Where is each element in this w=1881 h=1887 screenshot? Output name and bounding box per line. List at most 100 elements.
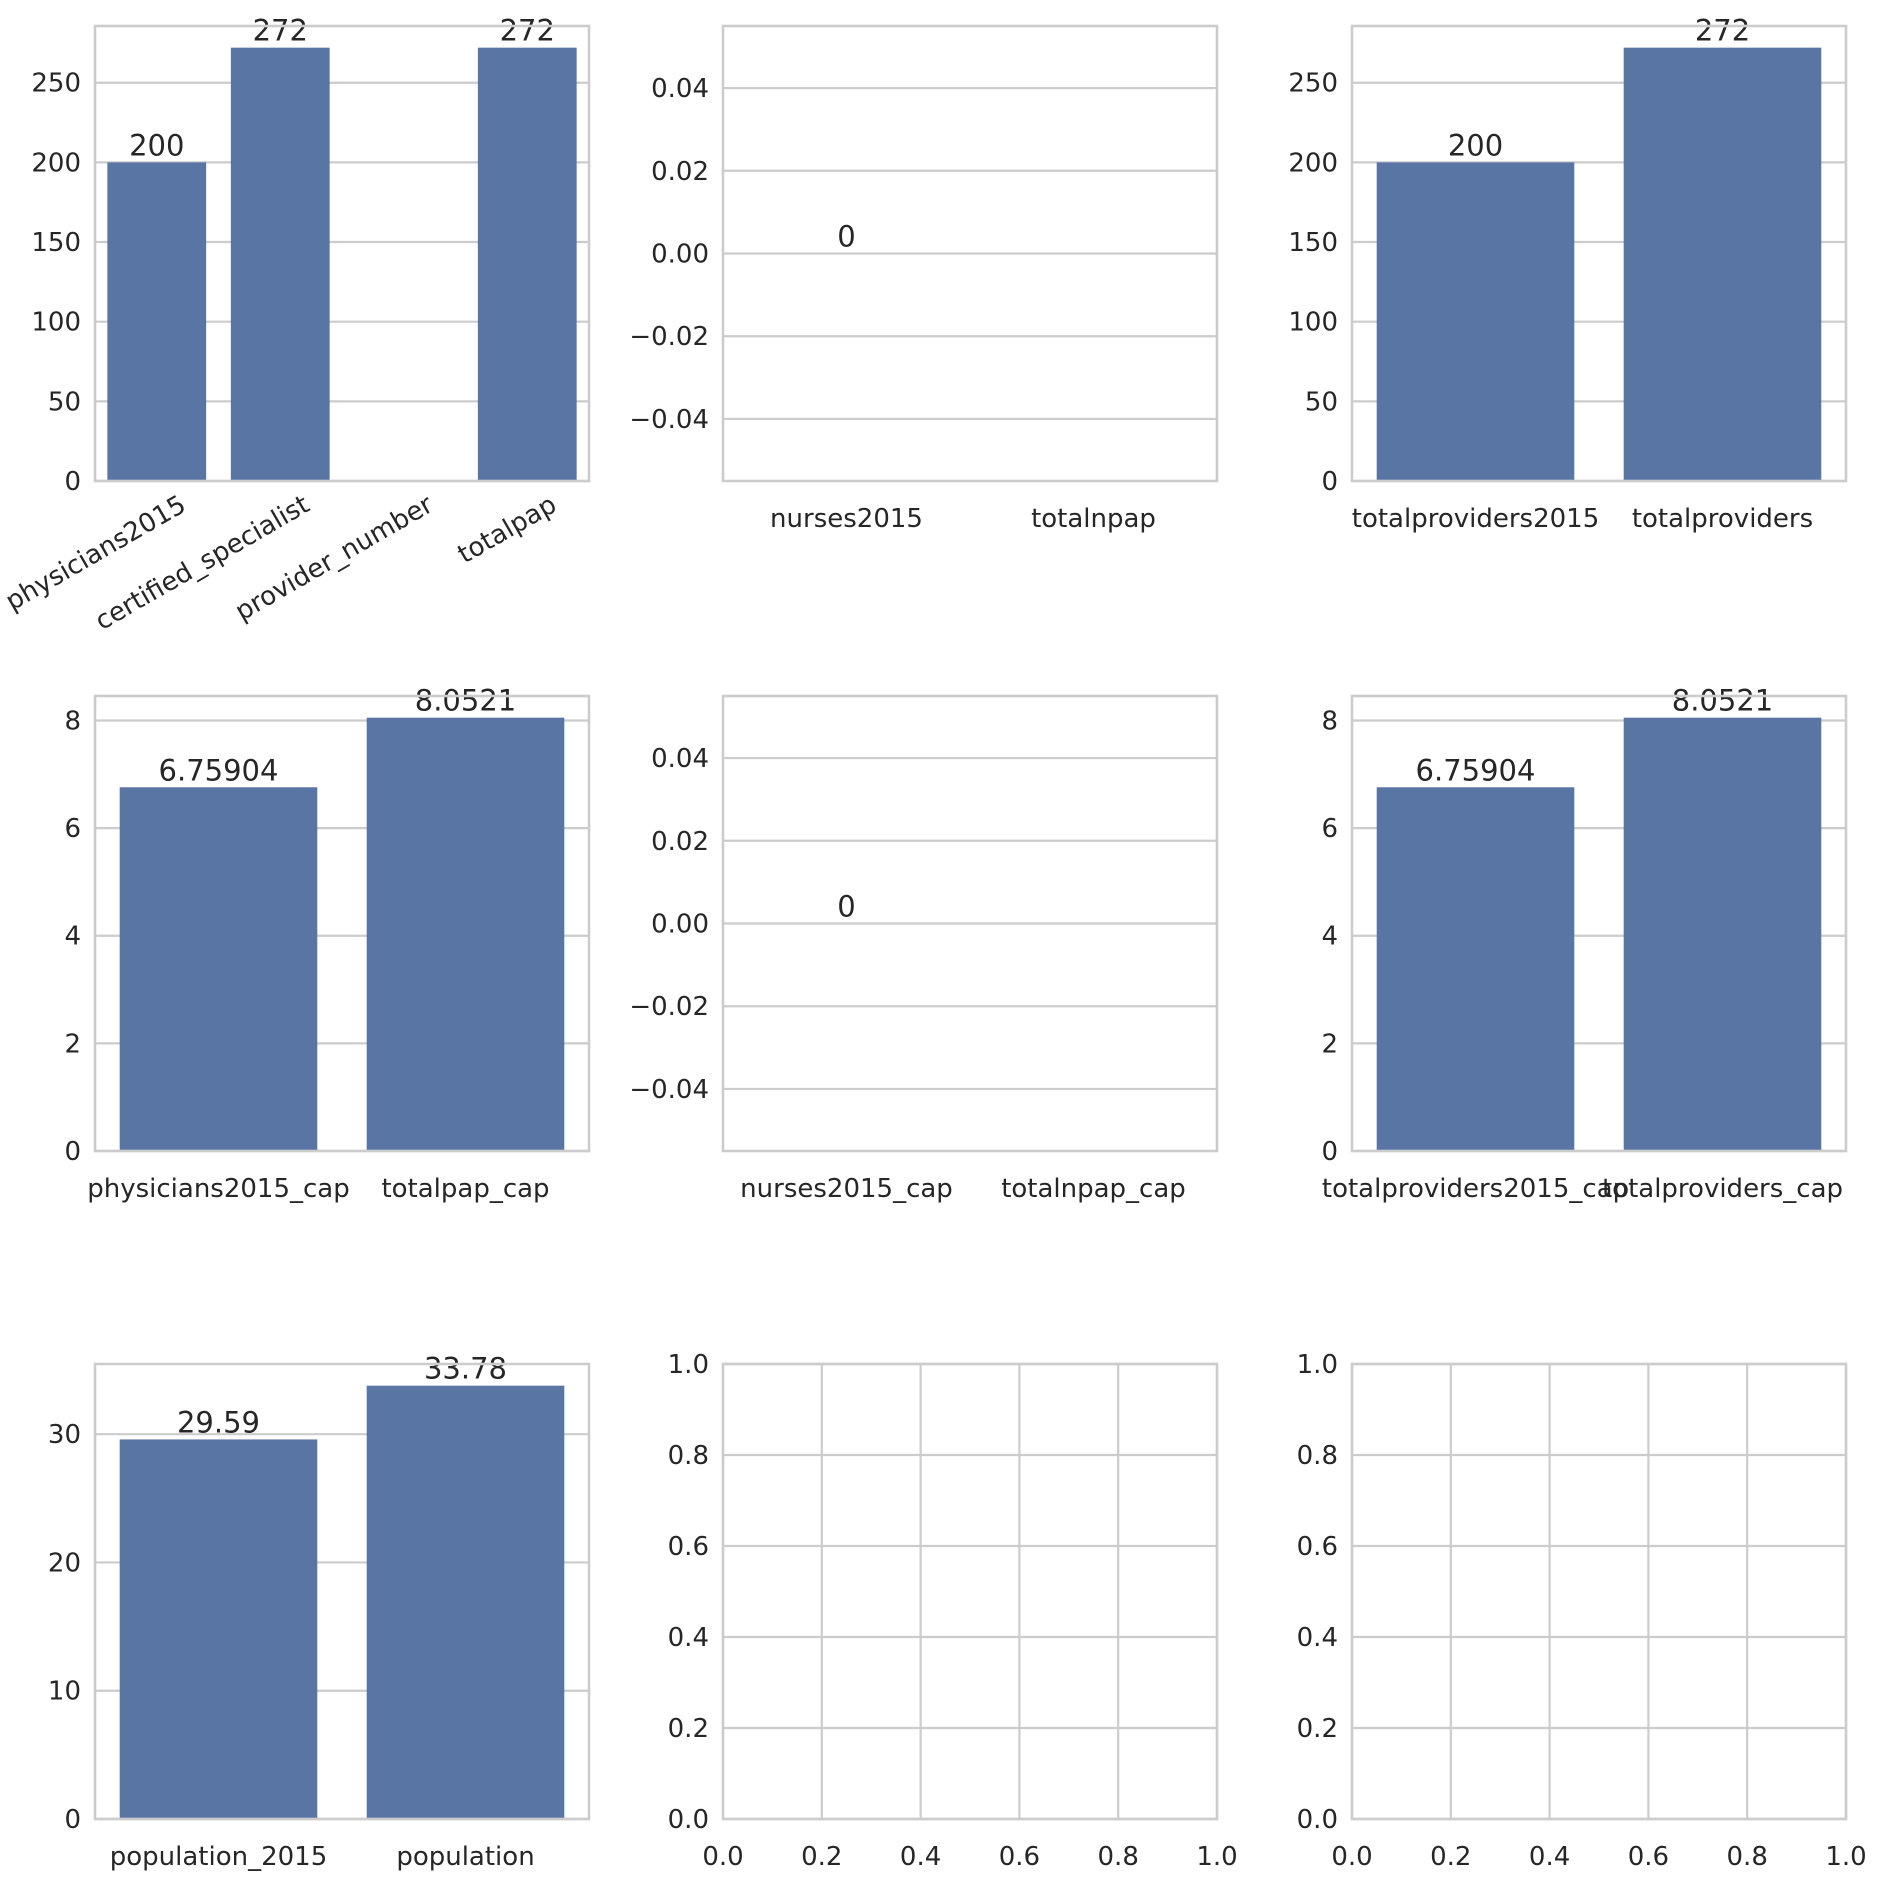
chart-3-ytick-label: 150 <box>1288 228 1338 258</box>
chart-5-data-label: 0 <box>837 890 855 924</box>
chart-9-xtick-label: 0.0 <box>1331 1842 1372 1872</box>
chart-4: 0 2 4 6 8 6.75904 physicians2015_cap 8.0521 tota… <box>64 684 591 1204</box>
chart-9-xtick-label: 1.0 <box>1825 1842 1866 1872</box>
chart-3-ytick-label: 0 <box>1321 467 1338 497</box>
chart-3-ytick-label: 250 <box>1288 69 1338 99</box>
chart-1-ytick-label: 100 <box>31 308 81 338</box>
chart-2-data-label: 0 <box>837 220 855 254</box>
chart-8-ytick-label: 0.4 <box>668 1623 709 1653</box>
chart-1-ytick-label: 150 <box>31 228 81 258</box>
chart-2-ytick-label: 0.00 <box>651 240 709 270</box>
chart-4-ytick-label: 0 <box>64 1137 81 1167</box>
chart-8-xtick-label: 0.4 <box>900 1842 941 1872</box>
chart-6-ytick-label: 4 <box>1321 922 1338 952</box>
chart-4-bar-totalpap_cap <box>366 717 565 1151</box>
chart-5-ytick-label: −0.02 <box>629 992 709 1022</box>
chart-6-ytick-label: 8 <box>1321 706 1338 736</box>
chart-3-xtick-label: totalproviders <box>1632 504 1813 534</box>
chart-8-xtick-label: 0.8 <box>1098 1842 1139 1872</box>
chart-3-frame <box>1350 24 1848 483</box>
chart-6-bar-totalproviders_cap <box>1623 717 1822 1151</box>
chart-5-ytick-label: −0.04 <box>629 1075 709 1105</box>
chart-7-ytick-label: 30 <box>48 1420 81 1450</box>
chart-6-data-label: 8.0521 <box>1672 684 1773 718</box>
chart-1-xtick-label: totalpap <box>453 490 562 570</box>
chart-3-bar-totalproviders2015 <box>1376 162 1575 481</box>
chart-8-xtick-label: 0.0 <box>702 1842 743 1872</box>
chart-2-ytick-label: −0.04 <box>629 405 709 435</box>
chart-6-data-label: 6.75904 <box>1416 753 1536 787</box>
chart-1-data-label: 200 <box>129 128 184 162</box>
chart-3-ytick-label: 50 <box>1305 387 1338 417</box>
chart-7-data-label: 33.78 <box>424 1352 507 1386</box>
chart-7-frame <box>93 1362 591 1821</box>
chart-4-frame <box>93 694 591 1153</box>
chart-6-xtick-label: totalproviders2015_cap <box>1322 1174 1629 1204</box>
chart-6-bar-totalproviders2015_cap <box>1376 787 1575 1151</box>
chart-1-ytick-label: 50 <box>48 387 81 417</box>
chart-9-ytick-label: 0.4 <box>1297 1623 1338 1653</box>
chart-7-xtick-label: population_2015 <box>110 1842 328 1872</box>
chart-4-ytick-label: 4 <box>64 922 81 952</box>
chart-9-ytick-label: 0.6 <box>1297 1532 1338 1562</box>
chart-1-frame <box>93 24 591 483</box>
chart-1-ytick-label: 0 <box>64 467 81 497</box>
chart-7-ytick-label: 0 <box>64 1805 81 1835</box>
chart-1: 050100150200250200physicians2015272certi… <box>1 14 591 637</box>
chart-6-ytick-label: 6 <box>1321 814 1338 844</box>
chart-1-data-label: 272 <box>500 14 555 48</box>
chart-5: −0.04 −0.02 0.00 0.02 0.04 0 nurses2015_cap tot… <box>629 694 1219 1204</box>
chart-2-frame <box>721 24 1219 483</box>
chart-4-ytick-label: 8 <box>64 706 81 736</box>
chart-1-ytick-label: 200 <box>31 148 81 178</box>
chart-8-ytick-label: 1.0 <box>668 1350 709 1380</box>
chart-6-xtick-label: totalproviders_cap <box>1602 1174 1843 1204</box>
chart-1-xtick-label: provider_number <box>230 490 438 628</box>
chart-8: 0.0 0.2 0.4 0.6 0.8 1.0 0.0 0.2 0.4 0.6 0.8 1.0 <box>668 1350 1238 1872</box>
chart-1-ytick-label: 250 <box>31 69 81 99</box>
chart-7-xtick-label: population <box>396 1842 534 1872</box>
chart-6: 0 2 4 6 8 6.75904 totalproviders2015_cap 8.0521… <box>1321 684 1848 1204</box>
chart-5-frame <box>721 694 1219 1153</box>
chart-4-ytick-label: 2 <box>64 1029 81 1059</box>
chart-8-xtick-label: 1.0 <box>1196 1842 1237 1872</box>
chart-4-ytick-label: 6 <box>64 814 81 844</box>
chart-5-xtick-label: totalnpap_cap <box>1001 1174 1186 1204</box>
chart-9: 0.0 0.2 0.4 0.6 0.8 1.0 0.0 0.2 0.4 0.6 0.8 1.0 <box>1297 1350 1867 1872</box>
chart-9-xtick-label: 0.6 <box>1628 1842 1669 1872</box>
chart-6-frame <box>1350 694 1848 1153</box>
chart-7: 0 10 20 30 29.59 population_2015 33.78 populati… <box>48 1352 591 1872</box>
chart-4-xtick-label: totalpap_cap <box>381 1174 549 1204</box>
chart-8-xtick-label: 0.2 <box>801 1842 842 1872</box>
chart-3-xtick-label: totalproviders2015 <box>1352 504 1600 534</box>
chart-7-bar-population <box>366 1385 565 1819</box>
chart-9-ytick-label: 0.0 <box>1297 1805 1338 1835</box>
chart-9-xtick-label: 0.2 <box>1430 1842 1471 1872</box>
chart-2-xtick-label: totalnpap <box>1031 504 1156 534</box>
chart-9-xtick-label: 0.4 <box>1529 1842 1570 1872</box>
chart-8-frame <box>721 1362 1219 1821</box>
chart-4-bar-physicians2015_cap <box>119 787 318 1151</box>
chart-4-data-label: 8.0521 <box>415 684 516 718</box>
chart-3-data-label: 272 <box>1695 14 1750 48</box>
chart-1-bar-totalpap <box>477 47 577 482</box>
chart-3-bar-totalproviders <box>1623 47 1822 482</box>
chart-1-bar-physicians2015 <box>107 162 207 481</box>
chart-4-data-label: 6.75904 <box>159 753 279 787</box>
chart-3: 0 50 100 150 200 250 200 totalproviders2015 272 t… <box>1288 14 1848 534</box>
chart-9-ytick-label: 0.8 <box>1297 1441 1338 1471</box>
chart-8-xtick-label: 0.6 <box>999 1842 1040 1872</box>
chart-9-ytick-label: 0.2 <box>1297 1714 1338 1744</box>
chart-3-ytick-label: 100 <box>1288 308 1338 338</box>
chart-5-ytick-label: 0.00 <box>651 910 709 940</box>
chart-5-xtick-label: nurses2015_cap <box>740 1174 953 1204</box>
chart-6-ytick-label: 0 <box>1321 1137 1338 1167</box>
chart-1-bar-certified_specialist <box>230 47 330 482</box>
chart-5-ytick-label: 0.02 <box>651 827 709 857</box>
chart-7-ytick-label: 20 <box>48 1548 81 1578</box>
chart-2-ytick-label: 0.04 <box>651 74 709 104</box>
chart-8-ytick-label: 0.2 <box>668 1714 709 1744</box>
chart-3-ytick-label: 200 <box>1288 148 1338 178</box>
chart-9-frame <box>1350 1362 1848 1821</box>
